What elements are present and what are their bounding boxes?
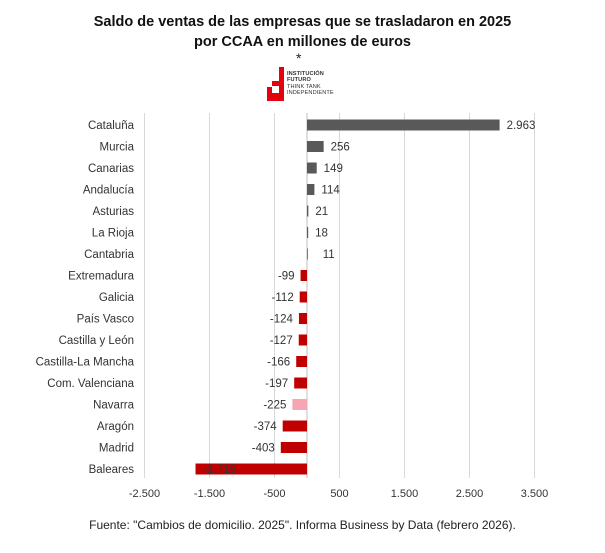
bars xyxy=(195,119,500,475)
bar xyxy=(307,119,500,131)
category-label: Com. Valenciana xyxy=(47,378,134,390)
bar xyxy=(195,463,307,475)
value-label: 18 xyxy=(315,228,328,240)
bar xyxy=(307,205,309,217)
bar xyxy=(307,184,315,195)
bar xyxy=(299,291,307,303)
category-label: Navarra xyxy=(93,400,135,412)
x-tick-label: 500 xyxy=(330,488,348,500)
logo-line: INSTITUCIÓN xyxy=(287,71,324,77)
bar xyxy=(300,270,307,281)
logo-line: THINK TANK xyxy=(287,83,321,90)
bar xyxy=(307,162,317,174)
value-label: 21 xyxy=(315,206,328,218)
chart-title-line-1: Saldo de ventas de las empresas que se t… xyxy=(93,14,512,30)
bar xyxy=(307,248,308,260)
logo-text: INSTITUCIÓN FUTURO THINK TANK INDEPENDIE… xyxy=(287,71,334,97)
x-tick-label: -2.500 xyxy=(129,488,160,500)
x-tick-label: 1.500 xyxy=(391,488,419,500)
category-label: La Rioja xyxy=(92,228,135,240)
category-labels: Cataluña Murcia Canarias Andalucía Asturias L… xyxy=(36,120,135,476)
value-label: -99 xyxy=(278,271,295,283)
category-label: Cantabria xyxy=(84,249,134,261)
value-label: -166 xyxy=(267,357,290,369)
logo-line: FUTURO xyxy=(287,77,311,84)
bar xyxy=(294,377,307,389)
value-label: 11 xyxy=(323,249,335,261)
category-label: País Vasco xyxy=(77,314,134,326)
value-label: -112 xyxy=(272,292,294,304)
category-label: Asturias xyxy=(92,206,134,218)
category-label: Baleares xyxy=(89,464,135,476)
value-label: 114 xyxy=(321,185,340,197)
value-labels: 2.963 256 149 114 21 18 11 -99 -112 -124 -127 -166 -… xyxy=(204,120,536,476)
category-label: Castilla y León xyxy=(59,335,134,347)
category-label: Murcia xyxy=(99,142,134,154)
x-tick-label: -500 xyxy=(263,488,285,500)
value-label: -1.715 xyxy=(204,464,237,476)
value-label: -197 xyxy=(265,378,288,390)
bar xyxy=(298,334,307,346)
category-label: Extremadura xyxy=(68,271,134,283)
x-tick-label: 2.500 xyxy=(456,488,484,500)
value-label: 149 xyxy=(324,163,343,175)
source-note: Fuente: "Cambios de domicilio. 2025". In… xyxy=(89,518,516,532)
x-tick-label: -1.500 xyxy=(194,488,225,500)
category-label: Andalucía xyxy=(83,185,135,197)
value-label: -374 xyxy=(254,421,278,433)
value-label: 256 xyxy=(331,142,350,154)
bar xyxy=(298,313,307,324)
x-axis-tick-labels: -2.500 -1.500 -500 500 1.500 2.500 3.500 xyxy=(129,488,548,500)
institucion-futuro-logo: INSTITUCIÓN FUTURO THINK TANK INDEPENDIE… xyxy=(267,67,347,103)
bar xyxy=(292,399,307,410)
bar xyxy=(307,227,309,238)
value-label: -403 xyxy=(252,443,275,455)
x-tick-label: 3.500 xyxy=(521,488,549,500)
value-label: 2.963 xyxy=(507,120,536,132)
logo-line: INDEPENDIENTE xyxy=(287,90,334,97)
chart-title-line-2: por CCAA en millones de euros xyxy=(194,34,411,50)
bar xyxy=(282,420,307,432)
value-label: -127 xyxy=(270,335,293,347)
bar xyxy=(307,141,324,152)
category-label: Madrid xyxy=(99,443,134,455)
value-label: -225 xyxy=(263,400,286,412)
category-label: Castilla-La Mancha xyxy=(36,357,135,369)
bar-chart: Cataluña Murcia Canarias Andalucía Asturias L… xyxy=(36,113,548,500)
category-label: Canarias xyxy=(88,163,134,175)
value-label: -124 xyxy=(270,314,294,326)
asterisk-note: * xyxy=(296,50,302,66)
category-label: Cataluña xyxy=(88,120,135,132)
bar xyxy=(296,356,307,367)
bar xyxy=(280,442,307,453)
institucion-futuro-logo-icon xyxy=(267,67,284,101)
category-label: Aragón xyxy=(97,421,134,433)
category-label: Galicia xyxy=(99,292,135,304)
